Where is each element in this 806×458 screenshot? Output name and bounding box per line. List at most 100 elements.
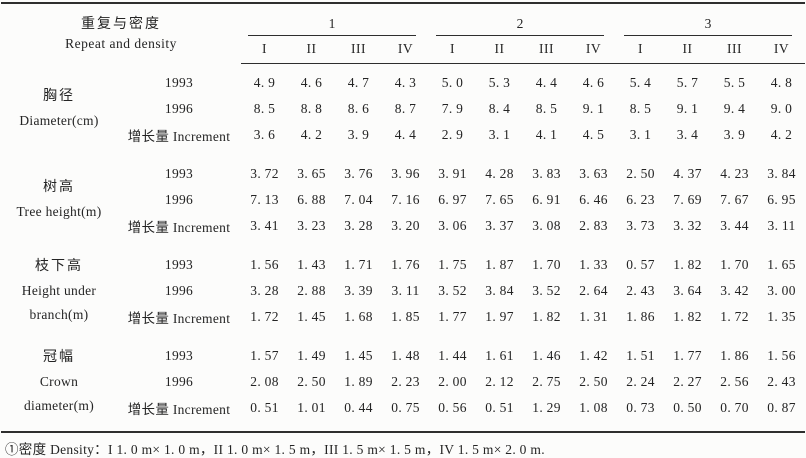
trailing-spacer bbox=[1, 421, 805, 432]
value-cell: 3. 11 bbox=[391, 282, 420, 298]
spacer-cell bbox=[1, 148, 805, 161]
block-spacer bbox=[1, 148, 805, 161]
value-cell: 4. 5 bbox=[582, 126, 605, 142]
group-header-1: 1 bbox=[241, 3, 429, 36]
value-cell: 2. 83 bbox=[579, 217, 608, 233]
value-cell: 4. 1 bbox=[535, 126, 558, 142]
value-cell: 1. 97 bbox=[485, 308, 514, 324]
value-cell: 3. 37 bbox=[485, 217, 514, 233]
value-cell: 5. 0 bbox=[441, 74, 464, 90]
value-cell: 3. 23 bbox=[297, 217, 326, 233]
value-cell: 0. 56 bbox=[438, 399, 467, 415]
table-row: 胸径 Diameter(cm) 1993 4. 9 4. 6 4. 7 4. 3 5. 0 5.… bbox=[1, 70, 805, 128]
value-cell: 8. 8 bbox=[300, 100, 323, 116]
value-cell: 2. 75 bbox=[532, 373, 561, 389]
value-cell: 8. 6 bbox=[347, 100, 370, 116]
value-cell: 3. 1 bbox=[629, 126, 652, 142]
value-cell: 8. 4 bbox=[488, 100, 511, 116]
value-cell: 7. 9 bbox=[441, 100, 464, 116]
header-group-row: 重复与密度 Repeat and density 1 2 3 bbox=[1, 3, 805, 51]
group-header-3: 3 bbox=[617, 3, 805, 36]
col-header-g1-IV: IV bbox=[382, 36, 430, 64]
row-label: 1993 bbox=[164, 256, 194, 272]
measurement-table: 重复与密度 Repeat and density 1 2 3 I II III … bbox=[1, 2, 806, 433]
value-cell: 4. 6 bbox=[300, 74, 323, 90]
value-cell: 3. 65 bbox=[297, 165, 326, 181]
spacer-cell bbox=[1, 239, 805, 252]
value-cell: 3. 83 bbox=[532, 165, 561, 181]
row-label: 1993 bbox=[164, 74, 194, 90]
table-row: 1996 3. 28 2. 88 3. 39 3. 11 3. 52 3. 84 3. 52 2… bbox=[1, 278, 805, 304]
value-cell: 1. 08 bbox=[579, 399, 608, 415]
value-cell: 1. 71 bbox=[344, 256, 373, 272]
value-cell: 2. 00 bbox=[438, 373, 467, 389]
value-cell: 3. 64 bbox=[673, 282, 702, 298]
value-cell: 6. 88 bbox=[297, 191, 326, 207]
value-cell: 1. 86 bbox=[720, 347, 749, 363]
row-label: 增长量 Increment bbox=[127, 219, 231, 235]
value-cell: 4. 37 bbox=[673, 165, 702, 181]
value-cell: 2. 56 bbox=[720, 373, 749, 389]
value-cell: 0. 70 bbox=[720, 399, 749, 415]
value-cell: 8. 5 bbox=[629, 100, 652, 116]
table-row: 增长量 Increment 1. 72 1. 45 1. 68 1. 85 1. 77 1.… bbox=[1, 304, 805, 330]
row-label: 增长量 Increment bbox=[127, 401, 231, 417]
value-cell: 7. 67 bbox=[720, 191, 749, 207]
row-label: 1996 bbox=[164, 373, 194, 389]
value-cell: 8. 5 bbox=[253, 100, 276, 116]
value-cell: 1. 29 bbox=[532, 399, 561, 415]
value-cell: 4. 7 bbox=[347, 74, 370, 90]
col-header-g2-III: III bbox=[523, 36, 571, 64]
value-cell: 0. 75 bbox=[391, 399, 420, 415]
value-cell: 3. 08 bbox=[532, 217, 561, 233]
value-cell: 1. 56 bbox=[767, 347, 796, 363]
value-cell: 1. 01 bbox=[297, 399, 326, 415]
col-header-g3-I: I bbox=[617, 36, 665, 64]
value-cell: 2. 08 bbox=[250, 373, 279, 389]
table-row: 增长量 Increment 3. 41 3. 23 3. 28 3. 20 3. 06 3.… bbox=[1, 213, 805, 239]
value-cell: 3. 84 bbox=[485, 282, 514, 298]
value-cell: 2. 9 bbox=[441, 126, 464, 142]
row-group-label-en: Diameter(cm) bbox=[19, 112, 99, 128]
value-cell: 9. 4 bbox=[723, 100, 746, 116]
value-cell: 1. 77 bbox=[438, 308, 467, 324]
table-row: 枝下高 Height under branch(m) 1993 1. 56 1. 43 1.… bbox=[1, 252, 805, 322]
group-header-2-label: 2 bbox=[436, 16, 605, 36]
value-cell: 0. 57 bbox=[626, 256, 655, 272]
value-cell: 4. 9 bbox=[253, 74, 276, 90]
value-cell: 2. 50 bbox=[297, 373, 326, 389]
col-header-g3-III: III bbox=[711, 36, 759, 64]
value-cell: 3. 9 bbox=[347, 126, 370, 142]
value-cell: 6. 91 bbox=[532, 191, 561, 207]
value-cell: 3. 84 bbox=[767, 165, 796, 181]
value-cell: 3. 06 bbox=[438, 217, 467, 233]
value-cell: 1. 51 bbox=[626, 347, 655, 363]
value-cell: 7. 69 bbox=[673, 191, 702, 207]
value-cell: 4. 6 bbox=[582, 74, 605, 90]
value-cell: 1. 86 bbox=[626, 308, 655, 324]
value-cell: 1. 75 bbox=[438, 256, 467, 272]
value-cell: 1. 33 bbox=[579, 256, 608, 272]
value-cell: 1. 61 bbox=[485, 347, 514, 363]
table-row: 1996 7. 13 6. 88 7. 04 7. 16 6. 97 7. 65 6. 91 6… bbox=[1, 187, 805, 213]
value-cell: 1. 70 bbox=[532, 256, 561, 272]
value-cell: 3. 6 bbox=[253, 126, 276, 142]
value-cell: 4. 4 bbox=[535, 74, 558, 90]
value-cell: 0. 51 bbox=[250, 399, 279, 415]
value-cell: 0. 50 bbox=[673, 399, 702, 415]
value-cell: 3. 76 bbox=[344, 165, 373, 181]
row-group-label: 冠幅 Crown diameter(m) bbox=[1, 343, 117, 421]
value-cell: 1. 77 bbox=[673, 347, 702, 363]
value-cell: 1. 49 bbox=[297, 347, 326, 363]
value-cell: 2. 43 bbox=[626, 282, 655, 298]
value-cell: 3. 96 bbox=[391, 165, 420, 181]
value-cell: 2. 24 bbox=[626, 373, 655, 389]
value-cell: 1. 70 bbox=[720, 256, 749, 272]
value-cell: 3. 20 bbox=[391, 217, 420, 233]
value-cell: 3. 72 bbox=[250, 165, 279, 181]
group-header-1-label: 1 bbox=[248, 16, 417, 36]
row-label: 1993 bbox=[164, 347, 194, 363]
value-cell: 1. 45 bbox=[344, 347, 373, 363]
value-cell: 1. 76 bbox=[391, 256, 420, 272]
value-cell: 8. 7 bbox=[394, 100, 417, 116]
